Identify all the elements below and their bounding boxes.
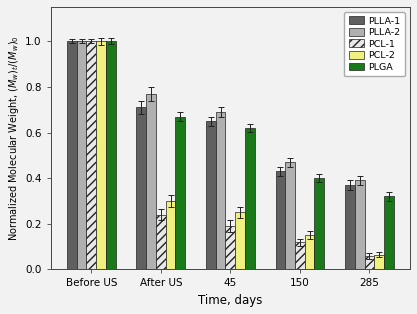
X-axis label: Time, days: Time, days xyxy=(198,294,263,307)
Bar xyxy=(364,256,374,269)
Bar xyxy=(206,121,216,269)
Bar xyxy=(216,112,226,269)
Bar xyxy=(374,255,384,269)
Bar xyxy=(276,171,285,269)
Bar xyxy=(96,41,106,269)
Bar xyxy=(305,235,314,269)
Bar xyxy=(86,41,96,269)
Bar xyxy=(245,128,255,269)
Bar xyxy=(384,197,394,269)
Bar xyxy=(226,226,235,269)
Legend: PLLA-1, PLLA-2, PCL-1, PCL-2, PLGA: PLLA-1, PLLA-2, PCL-1, PCL-2, PLGA xyxy=(344,12,405,76)
Bar xyxy=(345,185,355,269)
Y-axis label: Normalized Molecular Weight, $(M_w)_t/(M_w)_0$: Normalized Molecular Weight, $(M_w)_t/(M… xyxy=(7,35,21,241)
Bar xyxy=(136,107,146,269)
Bar xyxy=(156,215,166,269)
Bar xyxy=(355,181,364,269)
Bar xyxy=(285,162,295,269)
Bar xyxy=(146,94,156,269)
Bar xyxy=(176,116,185,269)
Bar xyxy=(295,242,305,269)
Bar xyxy=(77,41,86,269)
Bar xyxy=(67,41,77,269)
Bar xyxy=(166,201,176,269)
Bar xyxy=(235,212,245,269)
Bar xyxy=(314,178,324,269)
Bar xyxy=(106,41,116,269)
